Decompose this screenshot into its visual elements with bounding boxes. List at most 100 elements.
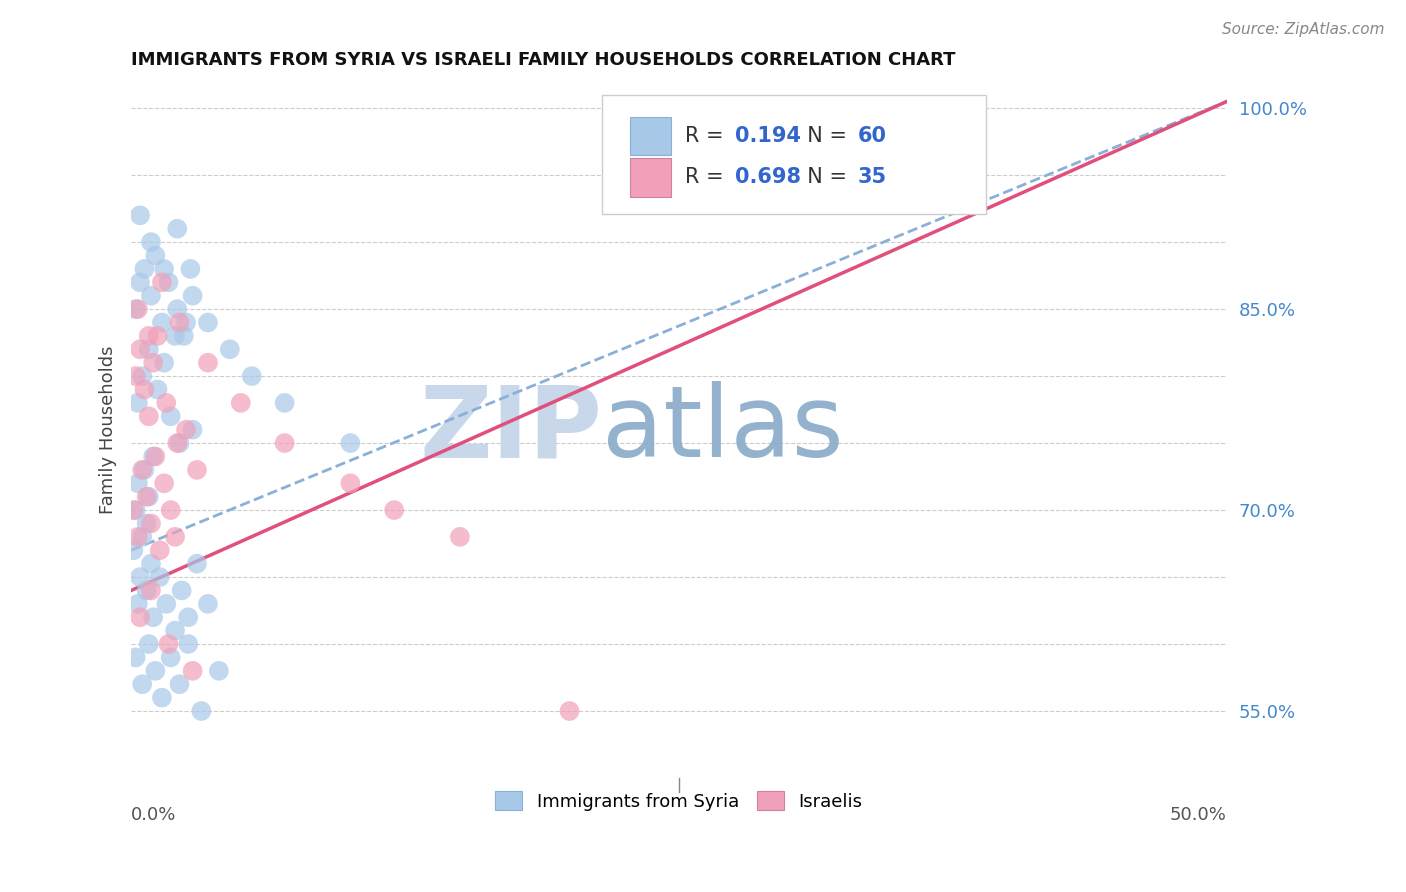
Point: [177, 610, 200, 624]
Point: [150, 316, 173, 330]
Point: [122, 503, 145, 517]
Point: [153, 261, 176, 276]
Point: [135, 516, 157, 531]
Text: 60: 60: [858, 126, 887, 145]
Point: [273, 436, 295, 450]
Point: [134, 383, 156, 397]
Point: [129, 343, 152, 357]
Point: [150, 275, 173, 289]
Point: [131, 463, 153, 477]
Point: [127, 302, 149, 317]
Text: IMMIGRANTS FROM SYRIA VS ISRAELI FAMILY HOUSEHOLDS CORRELATION CHART: IMMIGRANTS FROM SYRIA VS ISRAELI FAMILY …: [131, 51, 956, 69]
Point: [165, 329, 187, 343]
Text: N =: N =: [794, 126, 853, 145]
Point: [153, 356, 176, 370]
Point: [139, 583, 162, 598]
Point: [169, 316, 191, 330]
Point: [142, 450, 165, 464]
Point: [146, 383, 169, 397]
Text: N =: N =: [794, 168, 853, 187]
Point: [124, 369, 146, 384]
Point: [218, 343, 240, 357]
Point: [186, 463, 208, 477]
Point: [273, 396, 295, 410]
Point: [150, 690, 173, 705]
Point: [170, 583, 193, 598]
Point: [157, 275, 180, 289]
Bar: [630, 158, 672, 196]
Point: [129, 570, 152, 584]
Point: [174, 423, 197, 437]
Point: [155, 396, 177, 410]
Point: [382, 503, 405, 517]
Point: [449, 530, 471, 544]
Point: [139, 235, 162, 249]
Point: [165, 530, 187, 544]
Point: [190, 704, 212, 718]
Point: [157, 637, 180, 651]
Point: [138, 637, 160, 651]
Point: [240, 369, 263, 384]
Point: [127, 476, 149, 491]
Point: [166, 302, 188, 317]
Point: [135, 490, 157, 504]
Point: [138, 343, 160, 357]
Point: [181, 423, 204, 437]
Point: [142, 610, 165, 624]
Point: [159, 409, 181, 424]
Point: [143, 450, 166, 464]
Point: [124, 503, 146, 517]
Point: [131, 369, 153, 384]
Point: [179, 261, 201, 276]
Point: [186, 557, 208, 571]
Point: [173, 329, 195, 343]
Text: R =: R =: [685, 168, 730, 187]
Point: [131, 530, 153, 544]
Text: 0.0%: 0.0%: [131, 805, 177, 824]
Point: [139, 289, 162, 303]
Point: [197, 356, 219, 370]
Text: Source: ZipAtlas.com: Source: ZipAtlas.com: [1222, 22, 1385, 37]
Text: atlas: atlas: [602, 381, 844, 478]
Point: [153, 476, 176, 491]
Point: [159, 650, 181, 665]
Point: [155, 597, 177, 611]
Point: [165, 624, 187, 638]
Point: [197, 316, 219, 330]
Point: [129, 610, 152, 624]
Point: [138, 329, 160, 343]
Text: 50.0%: 50.0%: [1170, 805, 1227, 824]
Point: [127, 530, 149, 544]
Point: [131, 677, 153, 691]
Text: ZIP: ZIP: [419, 381, 602, 478]
Text: 35: 35: [858, 168, 887, 187]
Point: [138, 409, 160, 424]
Point: [134, 463, 156, 477]
Point: [149, 570, 172, 584]
Point: [558, 704, 581, 718]
Point: [129, 208, 152, 222]
Text: R =: R =: [685, 126, 730, 145]
Point: [139, 557, 162, 571]
Point: [127, 597, 149, 611]
Point: [127, 396, 149, 410]
Point: [139, 516, 162, 531]
Point: [166, 221, 188, 235]
Point: [135, 583, 157, 598]
Point: [122, 543, 145, 558]
FancyBboxPatch shape: [602, 95, 986, 214]
Point: [143, 248, 166, 262]
Point: [208, 664, 231, 678]
Point: [129, 275, 152, 289]
Point: [124, 650, 146, 665]
Point: [177, 637, 200, 651]
Point: [339, 436, 361, 450]
Point: [229, 396, 252, 410]
Point: [197, 597, 219, 611]
Point: [166, 436, 188, 450]
Point: [181, 664, 204, 678]
Point: [181, 289, 204, 303]
Text: 0.194: 0.194: [735, 126, 801, 145]
Point: [134, 261, 156, 276]
Y-axis label: Family Households: Family Households: [100, 345, 117, 514]
